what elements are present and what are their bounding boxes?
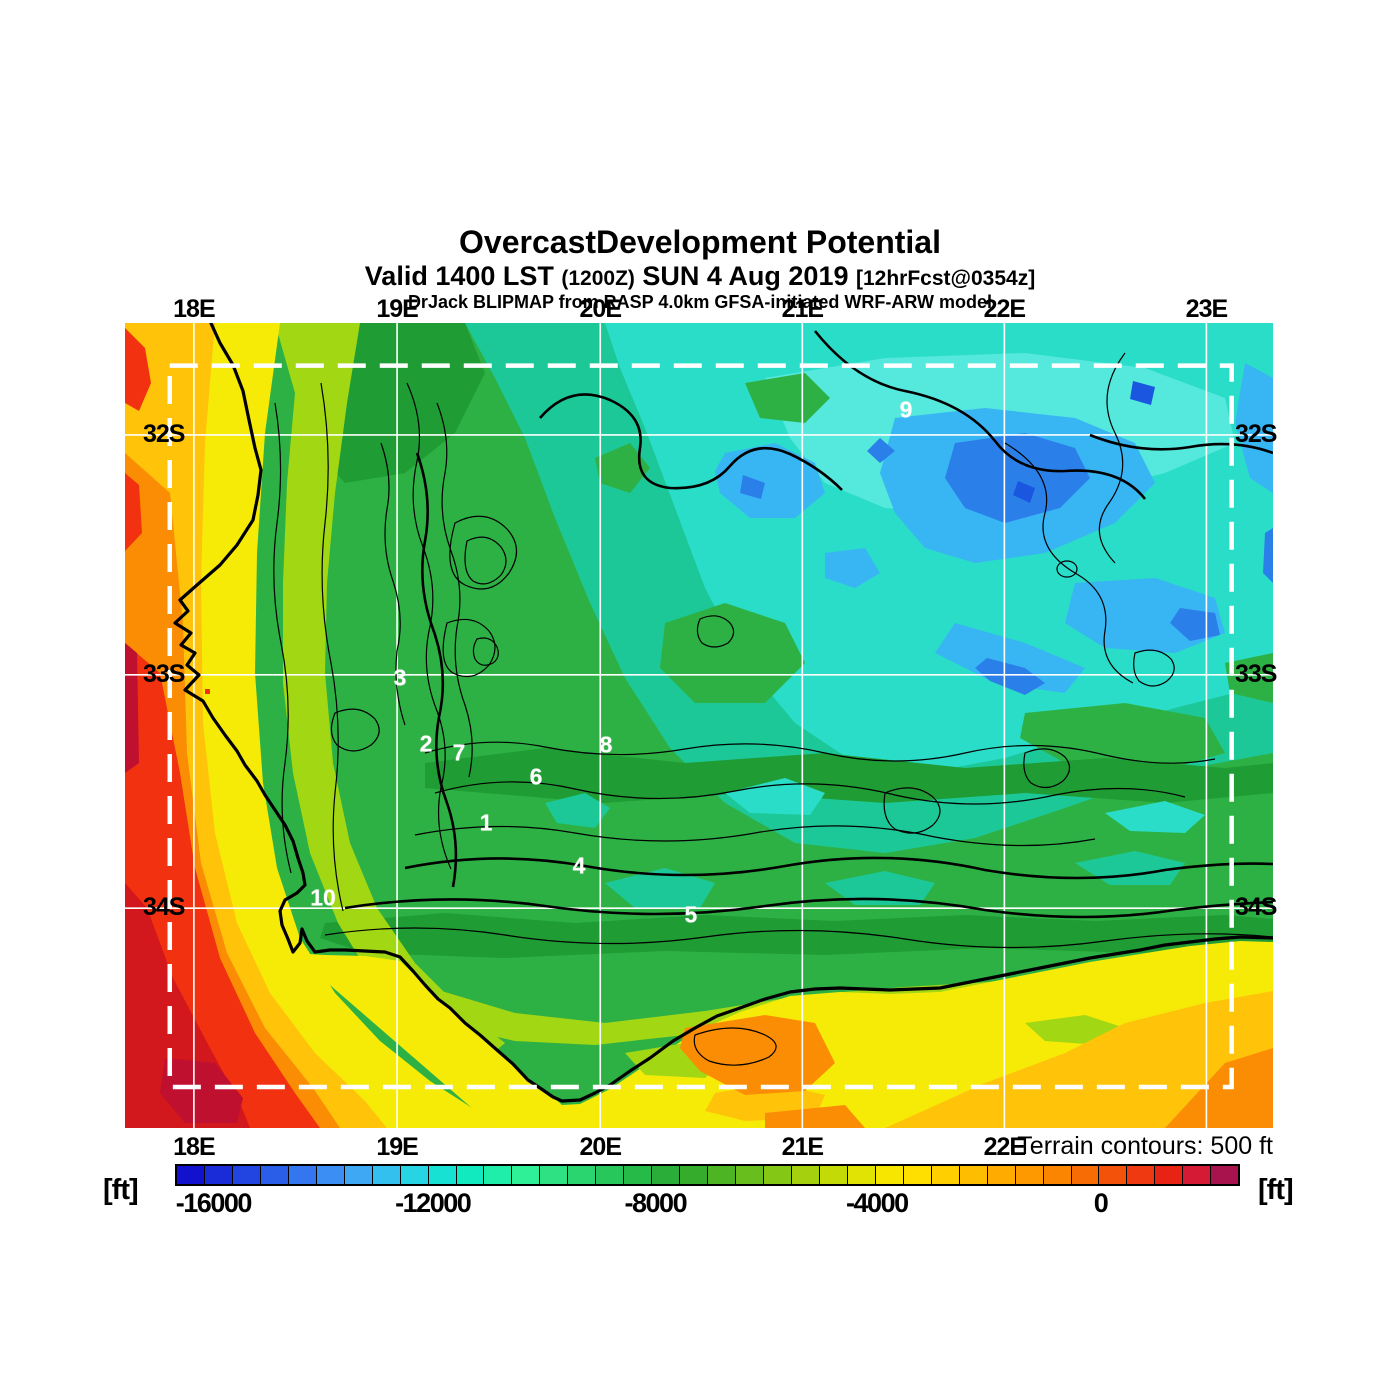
colorbar-cell-1: [203, 1166, 232, 1184]
axis-top-23E: 23E: [1185, 295, 1228, 323]
axis-bottom-21E: 21E: [781, 1133, 824, 1161]
colorbar-cell-25: [874, 1166, 903, 1184]
site-label-1: 1: [479, 809, 493, 836]
page-title: OvercastDevelopment Potential: [459, 224, 941, 260]
valid-prefix: Valid 1400 LST: [364, 260, 562, 291]
axis-top-21E: 21E: [781, 295, 824, 323]
colorbar-cell-13: [539, 1166, 568, 1184]
colorbar-cell-33: [1098, 1166, 1127, 1184]
colorbar-cell-5: [315, 1166, 344, 1184]
site-label-10: 10: [310, 884, 336, 911]
colorbar-cell-16: [623, 1166, 652, 1184]
colorbar-tick--12000: -12000: [395, 1188, 472, 1218]
colorbar-cell-32: [1070, 1166, 1099, 1184]
colorbar-tick-0: 0: [1093, 1188, 1109, 1218]
colorbar-cell-15: [595, 1166, 624, 1184]
colorbar-cell-11: [483, 1166, 512, 1184]
axis-top-22E: 22E: [983, 295, 1026, 323]
colorbar-cell-27: [930, 1166, 959, 1184]
valid-zulu: (1200Z): [561, 266, 635, 290]
site-label-6: 6: [529, 763, 543, 790]
colorbar-cell-4: [287, 1166, 316, 1184]
colorbar-cell-22: [790, 1166, 819, 1184]
colorbar-cell-9: [427, 1166, 456, 1184]
map-art: [125, 323, 1273, 1128]
colorbar-cell-3: [259, 1166, 288, 1184]
colorbar-cell-31: [1042, 1166, 1071, 1184]
colorbar-cell-10: [455, 1166, 484, 1184]
coastline: [173, 323, 1273, 1103]
axis-top-18E: 18E: [173, 295, 215, 323]
model-line: DrJack BLIPMAP from RASP 4.0km GFSA-init…: [407, 291, 993, 312]
colorbar-cell-37: [1210, 1166, 1239, 1184]
colorbar-cell-6: [343, 1166, 372, 1184]
inner-domain-rect: [167, 363, 1234, 1090]
axis-bottom-19E: 19E: [376, 1133, 418, 1161]
site-label-4: 4: [572, 852, 586, 879]
colorbar-tick--16000: -16000: [175, 1188, 253, 1218]
colorbar-cell-24: [846, 1166, 875, 1184]
terrain-fill-art: [125, 323, 1273, 1128]
colorbar-cell-7: [371, 1166, 400, 1184]
domain-boundary-box: [167, 363, 1234, 1090]
colorbar-cell-2: [231, 1166, 260, 1184]
forecast-map: [125, 323, 1273, 1128]
colorbar-cell-23: [818, 1166, 847, 1184]
valid-fcst: [12hrFcst@0354z]: [855, 266, 1036, 290]
site-label-8: 8: [599, 731, 613, 758]
terrain-contours: [273, 330, 1273, 1066]
colorbar-cell-14: [567, 1166, 596, 1184]
colorbar-cell-19: [707, 1166, 736, 1184]
site-label-9: 9: [899, 396, 913, 423]
site-label-5: 5: [684, 901, 698, 928]
colorbar-unit-left: [ft]: [103, 1174, 139, 1206]
axis-bottom-18E: 18E: [173, 1133, 215, 1161]
axis-right-32S: 32S: [1235, 419, 1277, 448]
colorbar-tick--8000: -8000: [624, 1188, 688, 1218]
axis-top-20E: 20E: [579, 295, 622, 323]
axis-bottom-20E: 20E: [579, 1133, 622, 1161]
colorbar-tick--4000: -4000: [846, 1188, 909, 1218]
colorbar-cell-36: [1182, 1166, 1211, 1184]
site-label-7: 7: [452, 739, 466, 766]
colorbar: [175, 1164, 1240, 1186]
terrain-note: Terrain contours: 500 ft: [1017, 1132, 1273, 1160]
colorbar-cell-8: [399, 1166, 428, 1184]
colorbar-cell-26: [902, 1166, 931, 1184]
colorbar-cell-35: [1154, 1166, 1183, 1184]
axis-bottom-22E: 22E: [983, 1133, 1026, 1161]
valid-time-line: Valid 1400 LST (1200Z) SUN 4 Aug 2019 [1…: [0, 260, 1400, 291]
colorbar-cell-18: [679, 1166, 708, 1184]
colorbar-cell-29: [986, 1166, 1015, 1184]
site-label-3: 3: [393, 664, 407, 691]
axis-top-19E: 19E: [376, 295, 418, 323]
site-label-2: 2: [419, 730, 433, 757]
axis-right-34S: 34S: [1235, 893, 1277, 922]
grid-lines: [125, 323, 1273, 1128]
axis-left-33S: 33S: [143, 659, 185, 688]
axis-right-33S: 33S: [1235, 659, 1277, 688]
colorbar-cell-30: [1014, 1166, 1043, 1184]
title-block: OvercastDevelopment Potential Valid 1400…: [0, 224, 1400, 312]
axis-left-32S: 32S: [143, 419, 185, 448]
colorbar-cell-34: [1126, 1166, 1155, 1184]
axis-left-34S: 34S: [143, 893, 185, 922]
colorbar-cell-20: [735, 1166, 764, 1184]
colorbar-unit-right: [ft]: [1258, 1174, 1294, 1206]
valid-date: SUN 4 Aug 2019: [634, 260, 856, 291]
colorbar-cell-0: [177, 1166, 204, 1184]
colorbar-cell-28: [958, 1166, 987, 1184]
colorbar-cell-17: [651, 1166, 680, 1184]
colorbar-cell-21: [763, 1166, 791, 1184]
colorbar-cell-12: [511, 1166, 540, 1184]
